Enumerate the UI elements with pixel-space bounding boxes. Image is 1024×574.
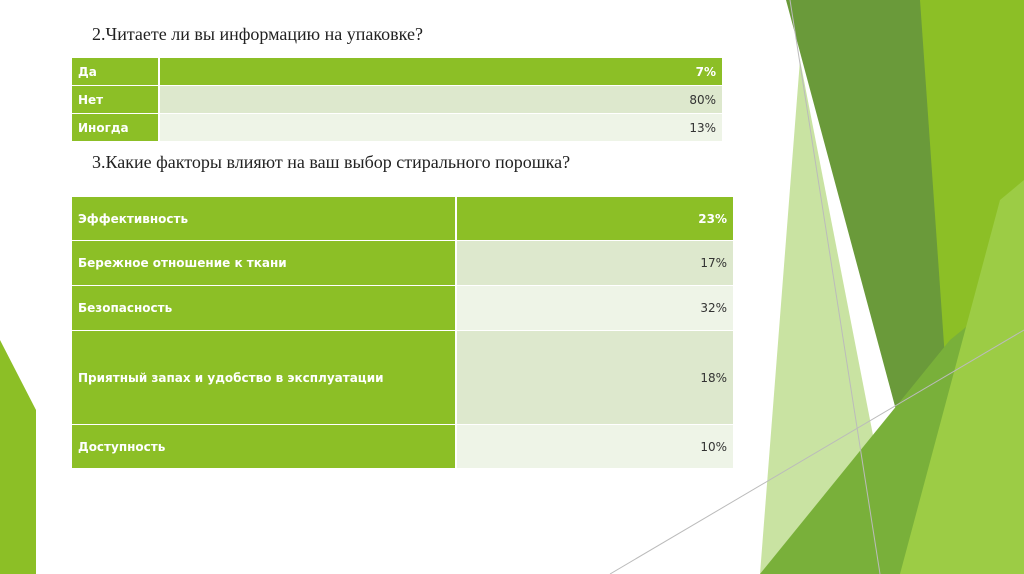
row-label: Доступность: [72, 425, 457, 468]
right-shape: [900, 180, 1024, 574]
deco-line: [609, 329, 1024, 574]
table-row: Безопасность 32%: [72, 285, 733, 330]
row-label: Эффективность: [72, 197, 457, 240]
row-value: 17%: [457, 241, 733, 285]
row-value: 32%: [457, 286, 733, 330]
row-label: Иногда: [72, 114, 160, 141]
table-row: Нет 80%: [72, 85, 722, 113]
table: Да 7% Нет 80% Иногда 13%: [72, 58, 722, 141]
row-label: Безопасность: [72, 286, 457, 330]
row-value: 7%: [160, 58, 722, 85]
left-shape: [0, 340, 36, 574]
row-value: 18%: [457, 331, 733, 424]
table-row: Иногда 13%: [72, 113, 722, 141]
table-row: Приятный запах и удобство в эксплуатации…: [72, 330, 733, 424]
row-label: Да: [72, 58, 160, 85]
row-label: Нет: [72, 86, 160, 113]
section-title: 3.Какие факторы влияют на ваш выбор стир…: [92, 152, 571, 172]
row-value: 23%: [457, 197, 733, 240]
deco-line: [789, 0, 881, 574]
row-value: 80%: [160, 86, 722, 113]
section-title: 2.Читаете ли вы информацию на упаковке?: [92, 24, 423, 44]
row-value: 10%: [457, 425, 733, 468]
table-row: Да 7%: [72, 58, 722, 85]
table: Эффективность 23% Бережное отношение к тка…: [72, 197, 733, 468]
row-label: Приятный запах и удобство в эксплуатации: [72, 331, 457, 424]
row-value: 13%: [160, 114, 722, 141]
table-row: Эффективность 23%: [72, 197, 733, 240]
table-row: Бережное отношение к ткани 17%: [72, 240, 733, 285]
row-label: Бережное отношение к ткани: [72, 241, 457, 285]
table-row: Доступность 10%: [72, 424, 733, 468]
